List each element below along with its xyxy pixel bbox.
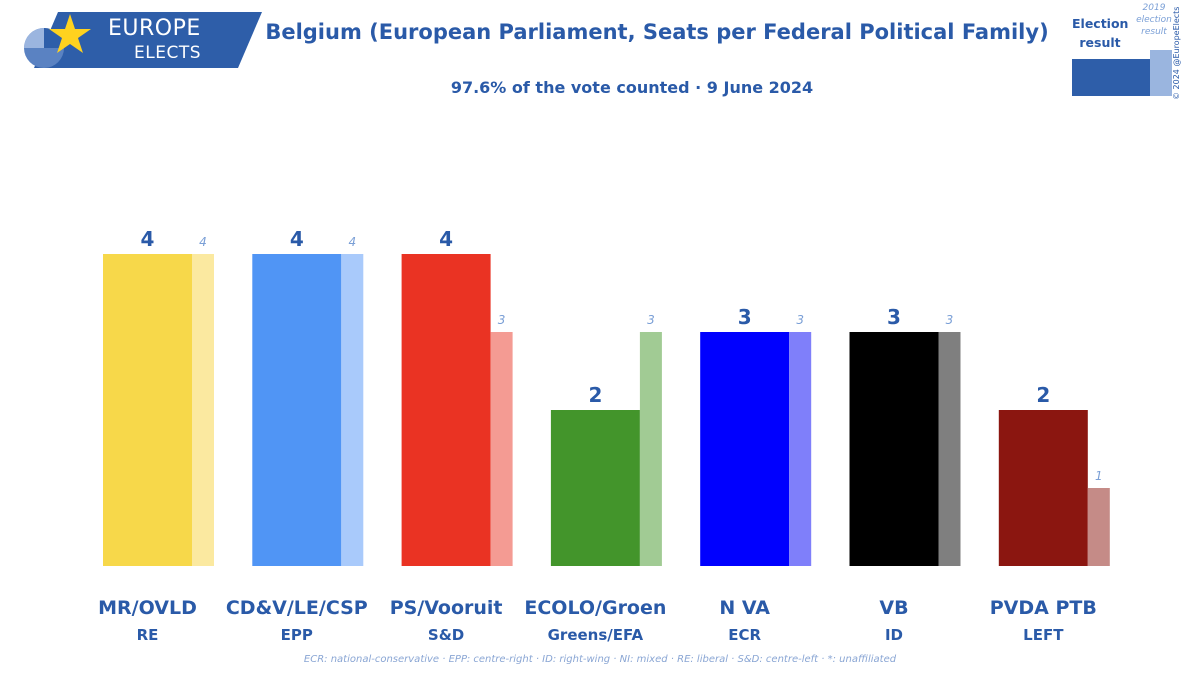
bar-current xyxy=(103,254,192,566)
bar-current xyxy=(252,254,342,566)
data-label-previous: 3 xyxy=(796,313,804,327)
data-label-previous: 3 xyxy=(647,313,655,327)
bar-current xyxy=(550,410,640,566)
legend-current-swatch xyxy=(1072,59,1150,96)
bar-previous xyxy=(490,332,513,566)
group-label: ID xyxy=(885,626,903,644)
category-label: N VA xyxy=(719,597,770,619)
group-label: S&D xyxy=(428,626,464,644)
group-label: EPP xyxy=(281,626,313,644)
group-label: Greens/EFA xyxy=(548,626,644,644)
data-label-current: 4 xyxy=(439,227,453,251)
logo-graphic xyxy=(24,12,262,68)
bar-current xyxy=(998,410,1088,566)
bar-previous xyxy=(938,332,961,566)
europe-elects-logo: EUROPE ELECTS xyxy=(0,12,262,68)
bar-current xyxy=(700,332,790,566)
category-label: ECOLO/Groen xyxy=(524,597,666,619)
data-label-previous: 4 xyxy=(199,235,207,249)
group-label: LEFT xyxy=(1023,626,1064,644)
bar-previous xyxy=(341,254,364,566)
category-label: CD&V/LE/CSP xyxy=(226,597,368,619)
data-label-previous: 4 xyxy=(348,235,356,249)
data-label-previous: 1 xyxy=(1095,469,1103,483)
category-label: VB xyxy=(879,597,908,619)
legend-previous-label: 2019 election result xyxy=(1136,3,1172,37)
chart-title: Belgium (European Parliament, Seats per … xyxy=(265,20,1049,44)
data-label-current: 4 xyxy=(290,227,304,251)
bar-previous xyxy=(789,332,812,566)
chart-subtitle: 97.6% of the vote counted · 9 June 2024 xyxy=(450,78,814,97)
data-label-current: 2 xyxy=(588,383,602,407)
logo-word-europe: EUROPE xyxy=(108,16,201,41)
legend-previous-swatch xyxy=(1150,50,1172,96)
logo-word-elects: ELECTS xyxy=(134,43,201,63)
data-label-current: 4 xyxy=(141,227,155,251)
bar-previous xyxy=(639,332,662,566)
bar-current xyxy=(401,254,491,566)
group-label: ECR xyxy=(728,626,761,644)
data-label-previous: 3 xyxy=(946,313,954,327)
category-label: MR/OVLD xyxy=(98,597,197,619)
legend-current-label: Election result xyxy=(1072,16,1129,50)
footnote: ECR: national-conservative · EPP: centre… xyxy=(303,654,897,665)
data-label-previous: 3 xyxy=(498,313,506,327)
data-label-current: 2 xyxy=(1036,383,1050,407)
bar-previous xyxy=(1087,488,1110,566)
data-label-current: 3 xyxy=(738,305,752,329)
bar-current xyxy=(849,332,939,566)
category-label: PVDA PTB xyxy=(990,597,1097,619)
bar-previous xyxy=(192,254,214,566)
data-label-current: 3 xyxy=(887,305,901,329)
category-label: PS/Vooruit xyxy=(390,597,503,619)
group-label: RE xyxy=(137,626,159,644)
